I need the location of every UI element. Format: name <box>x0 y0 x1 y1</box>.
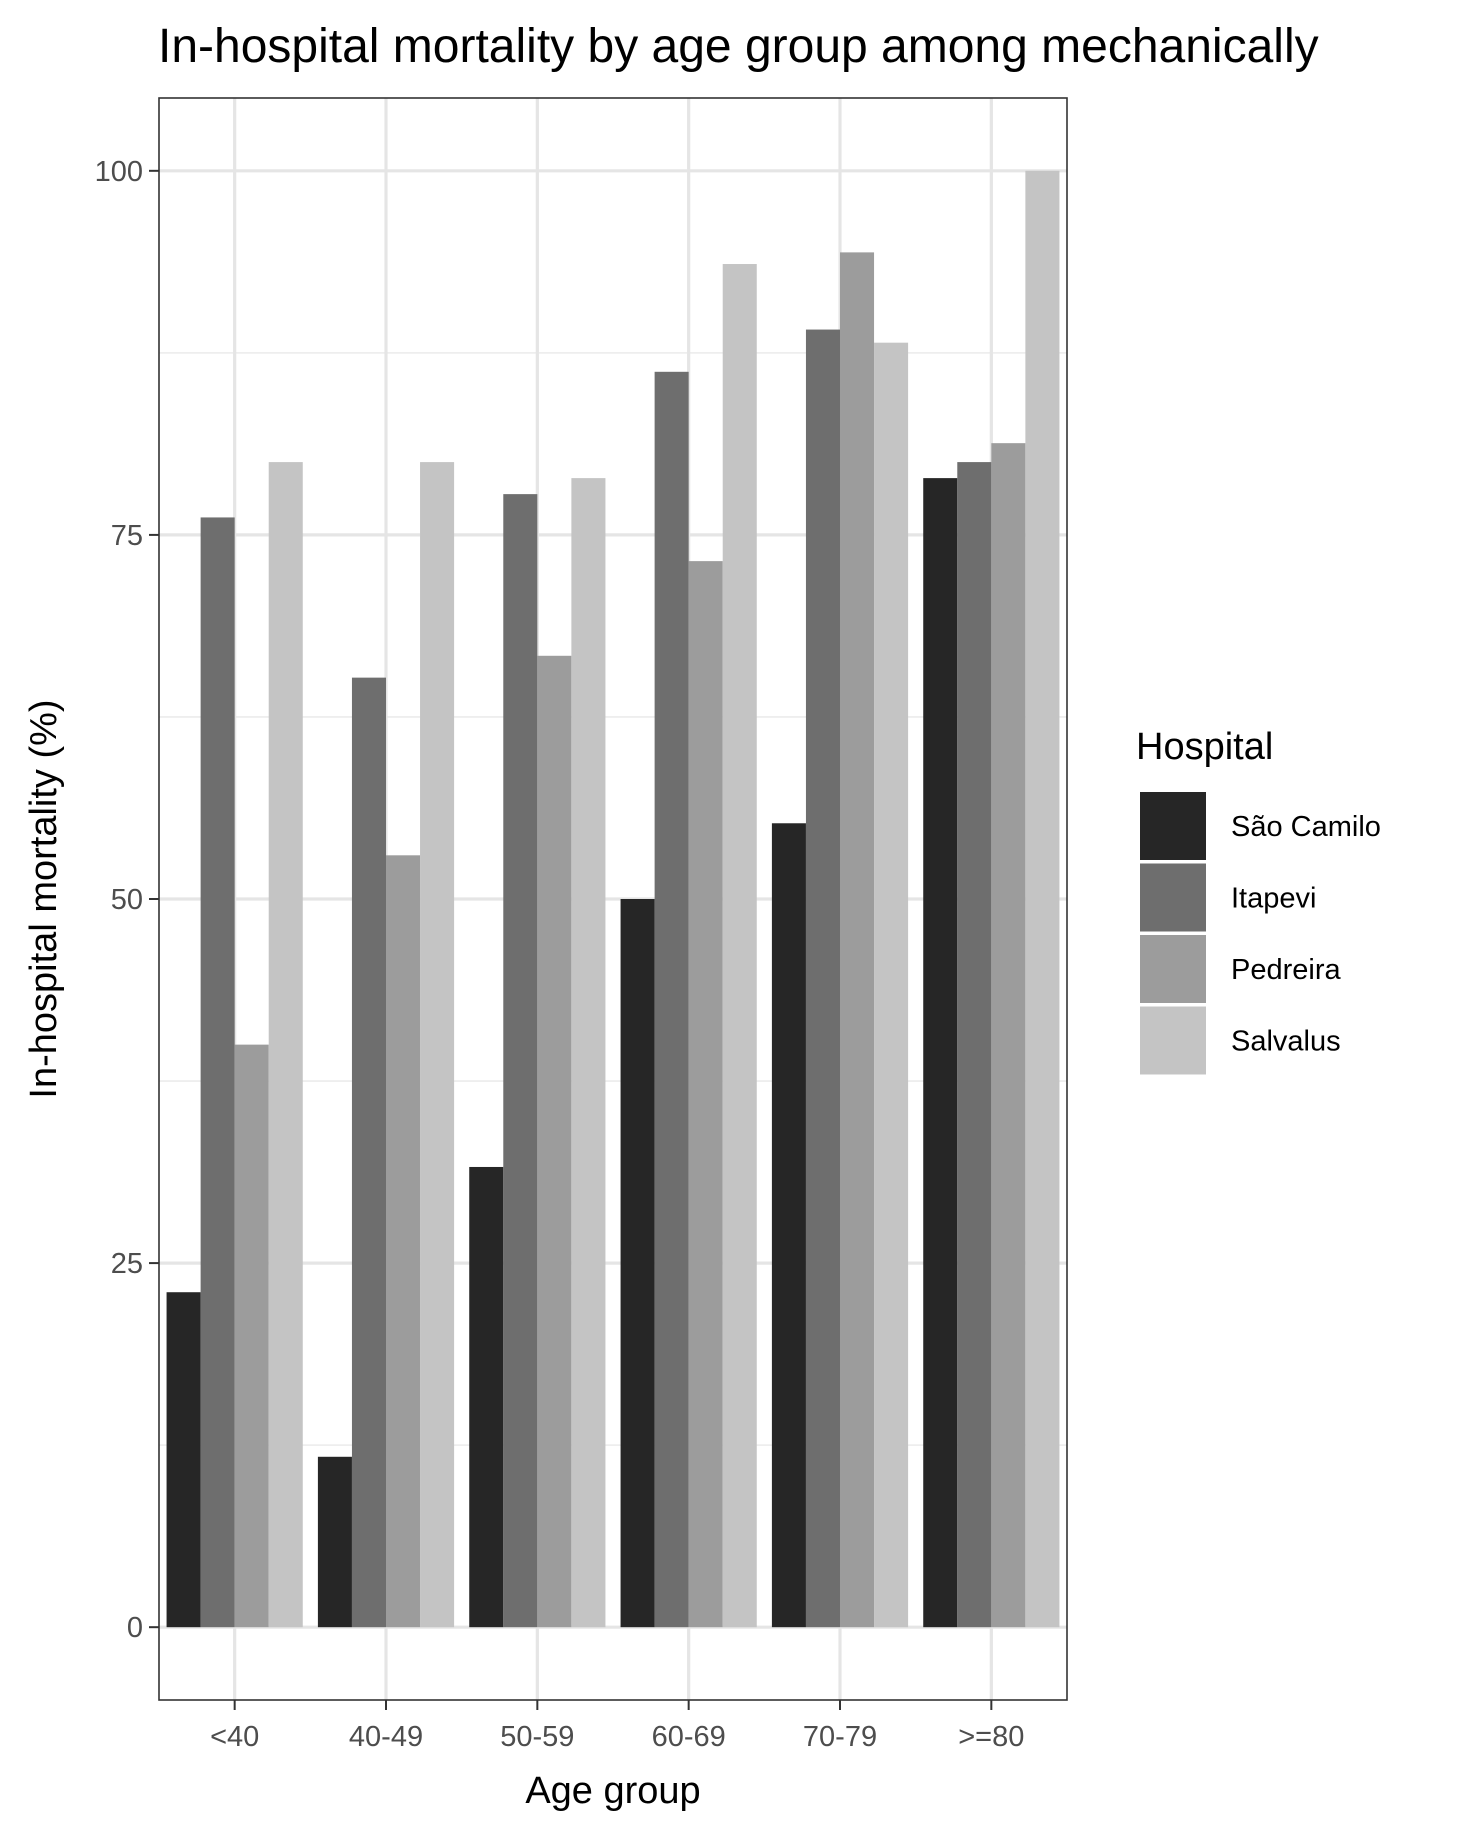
bar-pedreira-70-79 <box>840 252 875 1628</box>
bar-itapevi-lt40 <box>200 517 235 1628</box>
bar-pedreira-50-59 <box>537 655 572 1628</box>
bar-sao-camilo-50-59 <box>469 1166 504 1628</box>
bar-salvalus-40-49 <box>420 462 455 1628</box>
bar-sao-camilo-ge80 <box>923 478 958 1628</box>
x-tick-label: 60-69 <box>652 1721 726 1753</box>
bars <box>166 170 1060 1628</box>
chart-title: In-hospital mortality by age group among… <box>158 20 1319 73</box>
bar-itapevi-50-59 <box>503 494 538 1628</box>
bar-salvalus-lt40 <box>268 462 303 1628</box>
legend-label-salvalus: Salvalus <box>1231 1026 1341 1058</box>
x-tick-label: >=80 <box>958 1721 1024 1753</box>
bar-pedreira-60-69 <box>688 561 723 1628</box>
legend-key-salvalus <box>1140 1006 1206 1075</box>
y-tick-label: 25 <box>111 1248 143 1280</box>
y-tick-label: 100 <box>95 156 143 188</box>
legend-label-itapevi: Itapevi <box>1231 883 1316 915</box>
legend-key-sao-camilo <box>1140 792 1206 860</box>
x-axis: <40 40-49 50-59 60-69 70-79 >=80 <box>210 1700 1024 1753</box>
x-tick-label: <40 <box>210 1721 259 1753</box>
bar-salvalus-ge80 <box>1025 170 1060 1628</box>
bar-sao-camilo-40-49 <box>317 1456 352 1628</box>
bar-sao-camilo-lt40 <box>166 1292 201 1628</box>
bar-itapevi-40-49 <box>351 677 386 1628</box>
x-axis-title: Age group <box>525 1770 700 1812</box>
legend-key-itapevi <box>1140 863 1206 932</box>
x-tick-label: 40-49 <box>349 1721 423 1753</box>
grid-minor <box>159 352 1067 1446</box>
bar-itapevi-60-69 <box>654 371 689 1628</box>
bar-pedreira-40-49 <box>386 855 421 1628</box>
y-tick-label: 75 <box>111 520 143 552</box>
legend-label-sao-camilo: São Camilo <box>1231 811 1381 843</box>
y-tick-label: 0 <box>127 1612 143 1644</box>
bar-salvalus-60-69 <box>722 264 757 1628</box>
bar-sao-camilo-70-79 <box>771 823 806 1628</box>
bar-itapevi-70-79 <box>805 329 840 1628</box>
bar-sao-camilo-60-69 <box>620 899 655 1628</box>
legend-key-pedreira <box>1140 935 1206 1003</box>
legend-title: Hospital <box>1136 726 1273 768</box>
y-tick-label: 50 <box>111 884 143 916</box>
bar-salvalus-50-59 <box>571 478 606 1628</box>
legend-label-pedreira: Pedreira <box>1231 954 1341 986</box>
legend: Hospital São Camilo Itapevi Pedreira Salval… <box>1136 726 1381 1075</box>
x-tick-label: 50-59 <box>500 1721 574 1753</box>
y-axis: 0 25 50 75 100 <box>95 156 159 1644</box>
bar-itapevi-ge80 <box>957 462 992 1628</box>
x-tick-label: 70-79 <box>803 1721 877 1753</box>
bar-pedreira-lt40 <box>234 1044 269 1628</box>
y-axis-title: In-hospital mortality (%) <box>23 699 65 1098</box>
bar-salvalus-70-79 <box>874 342 909 1628</box>
bar-pedreira-ge80 <box>991 443 1026 1628</box>
